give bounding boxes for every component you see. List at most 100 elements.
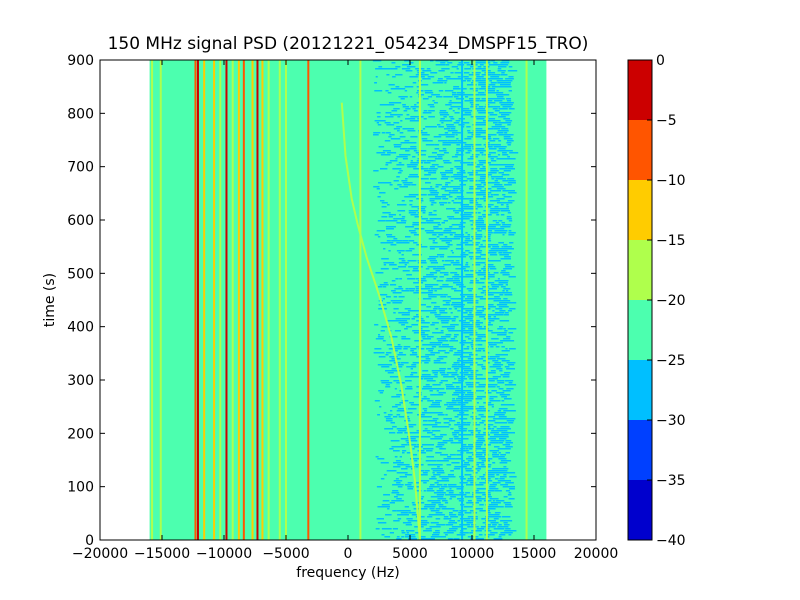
noise-mark [481,420,486,422]
noise-mark [375,68,384,70]
colorbar-level [628,300,652,360]
noise-mark [505,528,511,530]
noise-mark [434,314,441,316]
noise-mark [465,382,472,384]
noise-mark [399,154,408,156]
noise-mark [455,120,461,122]
noise-mark [397,266,406,268]
noise-mark [446,278,454,280]
noise-mark [485,230,492,232]
noise-mark [465,438,469,440]
noise-mark [426,456,434,458]
noise-mark [436,510,440,512]
noise-mark [499,310,506,312]
noise-mark [469,282,477,284]
noise-mark [436,484,443,486]
noise-mark [390,284,397,286]
noise-mark [431,152,437,154]
noise-mark [379,406,382,408]
noise-mark [417,208,426,210]
noise-mark [480,92,485,94]
noise-mark [393,480,403,482]
noise-mark [448,492,454,494]
noise-mark [490,476,495,478]
noise-mark [432,240,435,242]
noise-mark [490,432,499,434]
noise-mark [421,496,425,498]
noise-mark [476,526,479,528]
noise-mark [425,220,434,222]
noise-mark [389,226,396,228]
noise-mark [479,510,486,512]
noise-mark [387,372,394,374]
noise-mark [444,90,454,92]
noise-mark [474,248,481,250]
noise-mark [481,194,490,196]
noise-mark [405,108,411,110]
noise-mark [377,116,381,118]
noise-mark [490,244,499,246]
noise-mark [416,392,422,394]
noise-mark [450,428,454,430]
noise-mark [461,424,470,426]
noise-mark [432,380,436,382]
noise-mark [490,282,493,284]
noise-mark [487,214,492,216]
noise-mark [492,468,501,470]
noise-mark [414,526,419,528]
noise-mark [477,230,482,232]
noise-mark [464,100,472,102]
noise-mark [390,104,395,106]
noise-mark [487,416,495,418]
noise-mark [502,306,506,308]
noise-mark [434,148,440,150]
noise-mark [460,204,470,206]
noise-mark [448,508,455,510]
noise-mark [464,496,474,498]
noise-mark [432,234,437,236]
noise-mark [401,530,405,532]
noise-mark [488,174,492,176]
noise-mark [413,508,419,510]
noise-mark [475,136,478,138]
noise-mark [421,398,430,400]
noise-mark [393,144,402,146]
noise-mark [441,508,451,510]
noise-mark [458,150,463,152]
noise-mark [443,220,448,222]
noise-mark [491,430,500,432]
noise-mark [456,398,460,400]
noise-mark [435,158,443,160]
noise-mark [393,296,398,298]
noise-mark [495,222,500,224]
noise-mark [390,244,397,246]
noise-mark [410,438,416,440]
noise-mark [474,256,481,258]
noise-mark [407,166,412,168]
noise-mark [500,476,507,478]
noise-mark [438,90,444,92]
noise-mark [389,336,398,338]
noise-mark [396,414,401,416]
noise-mark [441,260,445,262]
noise-mark [424,428,428,430]
noise-mark [491,182,500,184]
noise-mark [444,82,447,84]
noise-mark [432,472,435,474]
noise-mark [500,326,504,328]
noise-mark [457,360,463,362]
noise-mark [388,136,392,138]
noise-mark [454,236,460,238]
noise-mark [493,502,501,504]
noise-mark [487,98,491,100]
noise-mark [478,384,486,386]
noise-mark [416,92,419,94]
noise-mark [487,404,494,406]
noise-mark [477,336,484,338]
noise-mark [502,360,510,362]
noise-mark [488,306,494,308]
noise-mark [422,78,431,80]
noise-mark [495,500,499,502]
noise-mark [428,238,437,240]
noise-mark [504,128,507,130]
